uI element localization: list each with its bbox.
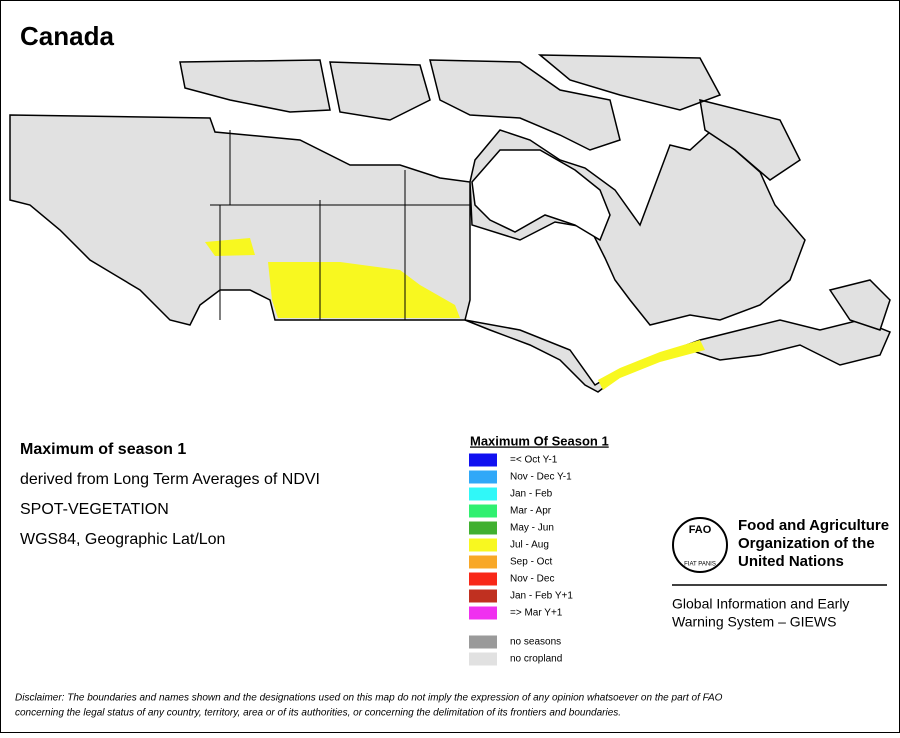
map xyxy=(9,54,891,393)
legend-swatch xyxy=(469,487,497,501)
system-name: Warning System – GIEWS xyxy=(672,614,836,630)
legend-label: Jul - Aug xyxy=(510,540,549,551)
org-name: United Nations xyxy=(738,553,844,570)
legend-swatch xyxy=(469,555,497,569)
legend-label: Mar - Apr xyxy=(510,506,552,517)
legend-title: Maximum Of Season 1 xyxy=(470,433,609,448)
info-line: SPOT-VEGETATION xyxy=(20,501,169,518)
mainland xyxy=(9,114,806,326)
newfoundland xyxy=(828,279,891,331)
emblem-motto: FIAT PANIS xyxy=(684,562,716,568)
legend-swatch xyxy=(469,652,497,666)
legend-label: May - Jun xyxy=(510,523,554,534)
legend-swatch xyxy=(469,606,497,620)
legend-label: Nov - Dec xyxy=(510,574,554,585)
legend-label: Jan - Feb Y+1 xyxy=(510,591,573,602)
system-name: Global Information and Early xyxy=(672,596,849,612)
info-heading: Maximum of season 1 xyxy=(20,441,186,458)
org-name: Organization of the xyxy=(738,535,875,552)
legend-swatch xyxy=(469,635,497,649)
org-name: Food and Agriculture xyxy=(738,517,889,534)
province-borders xyxy=(210,130,470,320)
emblem xyxy=(672,517,728,573)
crop-yellow xyxy=(205,238,705,390)
legend-swatch xyxy=(469,504,497,518)
arctic-islands xyxy=(179,54,801,181)
legend-label: no seasons xyxy=(510,637,561,648)
legend-label: no cropland xyxy=(510,654,562,665)
legend-swatch xyxy=(469,470,497,484)
info-line: derived from Long Term Averages of NDVI xyxy=(20,471,320,488)
logo: FAO FIAT PANIS Food and Agriculture Orga… xyxy=(672,517,889,630)
map-title: Canada xyxy=(20,21,114,51)
disclaimer: concerning the legal status of any count… xyxy=(15,708,621,719)
legend-swatch xyxy=(469,589,497,603)
legend-label: Nov - Dec Y-1 xyxy=(510,472,572,483)
emblem-text: FAO xyxy=(689,524,712,536)
legend-label: =< Oct Y-1 xyxy=(510,455,558,466)
disclaimer: Disclaimer: The boundaries and names sho… xyxy=(15,693,723,704)
legend-swatch xyxy=(469,538,497,552)
hudson-bay xyxy=(471,149,611,242)
legend-label: Jan - Feb xyxy=(510,489,553,500)
info-line: WGS84, Geographic Lat/Lon xyxy=(20,531,225,548)
legend-swatch xyxy=(469,521,497,535)
legend-label: => Mar Y+1 xyxy=(510,608,563,619)
legend-label: Sep - Oct xyxy=(510,557,552,568)
legend-swatch xyxy=(469,572,497,586)
legend-swatch xyxy=(469,453,497,467)
